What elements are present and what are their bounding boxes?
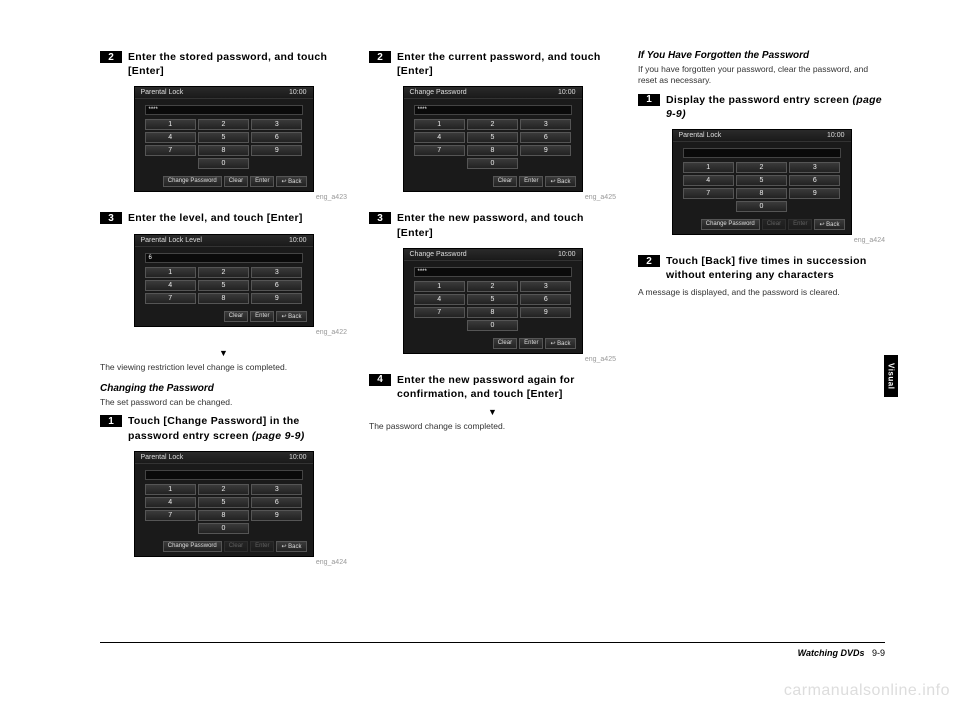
step-text: Enter the new password, and touch [Enter… bbox=[397, 211, 616, 239]
subheading: Changing the Password bbox=[100, 383, 347, 394]
section-tab: Visual bbox=[884, 355, 898, 397]
page-footer: Watching DVDs 9-9 bbox=[798, 648, 885, 658]
step-line: 3 Enter the new password, and touch [Ent… bbox=[369, 211, 616, 239]
column-3: If You Have Forgotten the Password If yo… bbox=[638, 50, 885, 648]
step-line: 1 Display the password entry screen (pag… bbox=[638, 93, 885, 121]
step-badge: 2 bbox=[638, 255, 660, 267]
screenshot-parental-lock-level: Parental Lock Level10:006123456789ClearE… bbox=[100, 230, 347, 327]
caption: eng_a425 bbox=[369, 194, 616, 201]
screenshot-parental-lock: Parental Lock10:001234567890Change Passw… bbox=[100, 447, 347, 557]
step-line: 2 Touch [Back] five times in succession … bbox=[638, 254, 885, 282]
caption: eng_a423 bbox=[100, 194, 347, 201]
body-text: The password change is completed. bbox=[369, 421, 616, 432]
step-text: Enter the level, and touch [Enter] bbox=[128, 211, 303, 225]
screenshot-change-password: Change Password10:00****1234567890ClearE… bbox=[369, 244, 616, 354]
caption: eng_a425 bbox=[369, 356, 616, 363]
step-text: Touch [Change Password] in the password … bbox=[128, 414, 347, 442]
down-arrow-icon: ▼ bbox=[100, 348, 347, 358]
caption: eng_a424 bbox=[638, 237, 885, 244]
step-line: 2 Enter the current password, and touch … bbox=[369, 50, 616, 78]
step-line: 4 Enter the new password again for confi… bbox=[369, 373, 616, 401]
step-line: 3 Enter the level, and touch [Enter] bbox=[100, 211, 347, 225]
screenshot-parental-lock: Parental Lock10:00****1234567890Change P… bbox=[100, 82, 347, 192]
caption: eng_a422 bbox=[100, 329, 347, 336]
step-badge: 1 bbox=[100, 415, 122, 427]
step-text: Enter the current password, and touch [E… bbox=[397, 50, 616, 78]
column-2: 2 Enter the current password, and touch … bbox=[369, 50, 616, 648]
body-text: A message is displayed, and the password… bbox=[638, 287, 885, 298]
step-badge: 3 bbox=[100, 212, 122, 224]
step-text: Enter the stored password, and touch [En… bbox=[128, 50, 347, 78]
subheading: If You Have Forgotten the Password bbox=[638, 50, 885, 61]
step-text: Display the password entry screen (page … bbox=[666, 93, 885, 121]
step-text: Touch [Back] five times in succession wi… bbox=[666, 254, 885, 282]
page-ref: (page 9-9) bbox=[252, 430, 305, 442]
step-badge: 4 bbox=[369, 374, 391, 386]
page-content: 2 Enter the stored password, and touch [… bbox=[100, 50, 885, 648]
step-line: 2 Enter the stored password, and touch [… bbox=[100, 50, 347, 78]
footer-divider bbox=[100, 642, 885, 643]
step-badge: 2 bbox=[369, 51, 391, 63]
step-badge: 1 bbox=[638, 94, 660, 106]
step-badge: 3 bbox=[369, 212, 391, 224]
column-1: 2 Enter the stored password, and touch [… bbox=[100, 50, 347, 648]
step-text-main: Display the password entry screen bbox=[666, 94, 852, 106]
watermark: carmanualsonline.info bbox=[784, 682, 950, 700]
screenshot-change-password: Change Password10:00****1234567890ClearE… bbox=[369, 82, 616, 192]
down-arrow-icon: ▼ bbox=[369, 407, 616, 417]
footer-page: 9-9 bbox=[872, 648, 885, 658]
step-text: Enter the new password again for confirm… bbox=[397, 373, 616, 401]
body-text: The viewing restriction level change is … bbox=[100, 362, 347, 373]
body-text: If you have forgotten your password, cle… bbox=[638, 64, 885, 87]
screenshot-parental-lock: Parental Lock10:001234567890Change Passw… bbox=[638, 125, 885, 235]
step-line: 1 Touch [Change Password] in the passwor… bbox=[100, 414, 347, 442]
body-text: The set password can be changed. bbox=[100, 397, 347, 408]
footer-title: Watching DVDs bbox=[798, 648, 865, 658]
caption: eng_a424 bbox=[100, 559, 347, 566]
step-badge: 2 bbox=[100, 51, 122, 63]
